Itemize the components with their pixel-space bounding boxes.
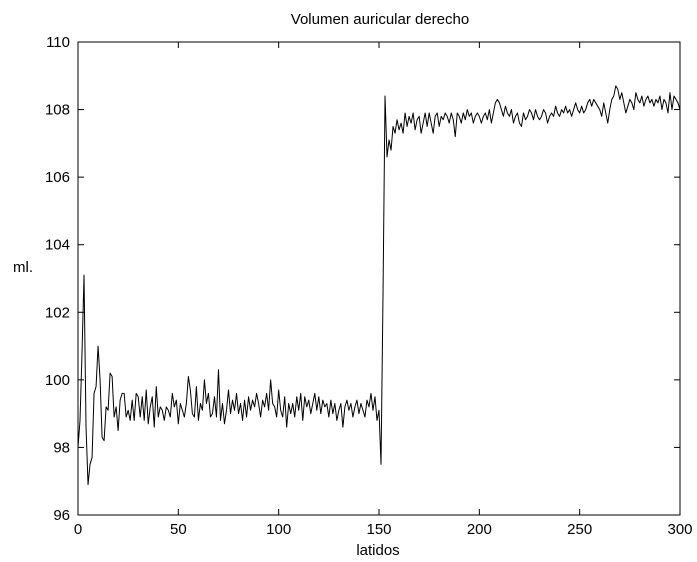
x-tick-label: 50 <box>170 521 187 538</box>
x-axis-label: latidos <box>356 542 399 559</box>
y-tick-label: 106 <box>45 169 70 186</box>
x-tick-label: 300 <box>667 521 692 538</box>
plot-area <box>77 85 681 486</box>
y-tick-label: 108 <box>45 102 70 119</box>
y-tick-label: 110 <box>46 34 70 51</box>
x-tick-label: 100 <box>266 521 291 538</box>
y-tick-label: 96 <box>53 507 70 524</box>
plot-frame <box>77 41 681 516</box>
chart-title: Volumen auricular derecho <box>291 11 469 28</box>
x-tick-label: 150 <box>366 521 391 538</box>
y-tick-label: 102 <box>45 304 70 321</box>
x-tick-label: 250 <box>567 521 592 538</box>
y-tick-label: 104 <box>45 237 70 254</box>
series-line <box>77 85 681 486</box>
axis-ticks: 0 50 100 150 200 250 300 96 98 100 102 104 106 108 110 <box>45 34 693 538</box>
x-tick-label: 0 <box>74 521 82 538</box>
x-tick-label: 200 <box>467 521 492 538</box>
y-tick-label: 98 <box>53 439 70 456</box>
y-tick-label: 100 <box>45 372 70 389</box>
y-axis-label: ml. <box>13 259 33 276</box>
